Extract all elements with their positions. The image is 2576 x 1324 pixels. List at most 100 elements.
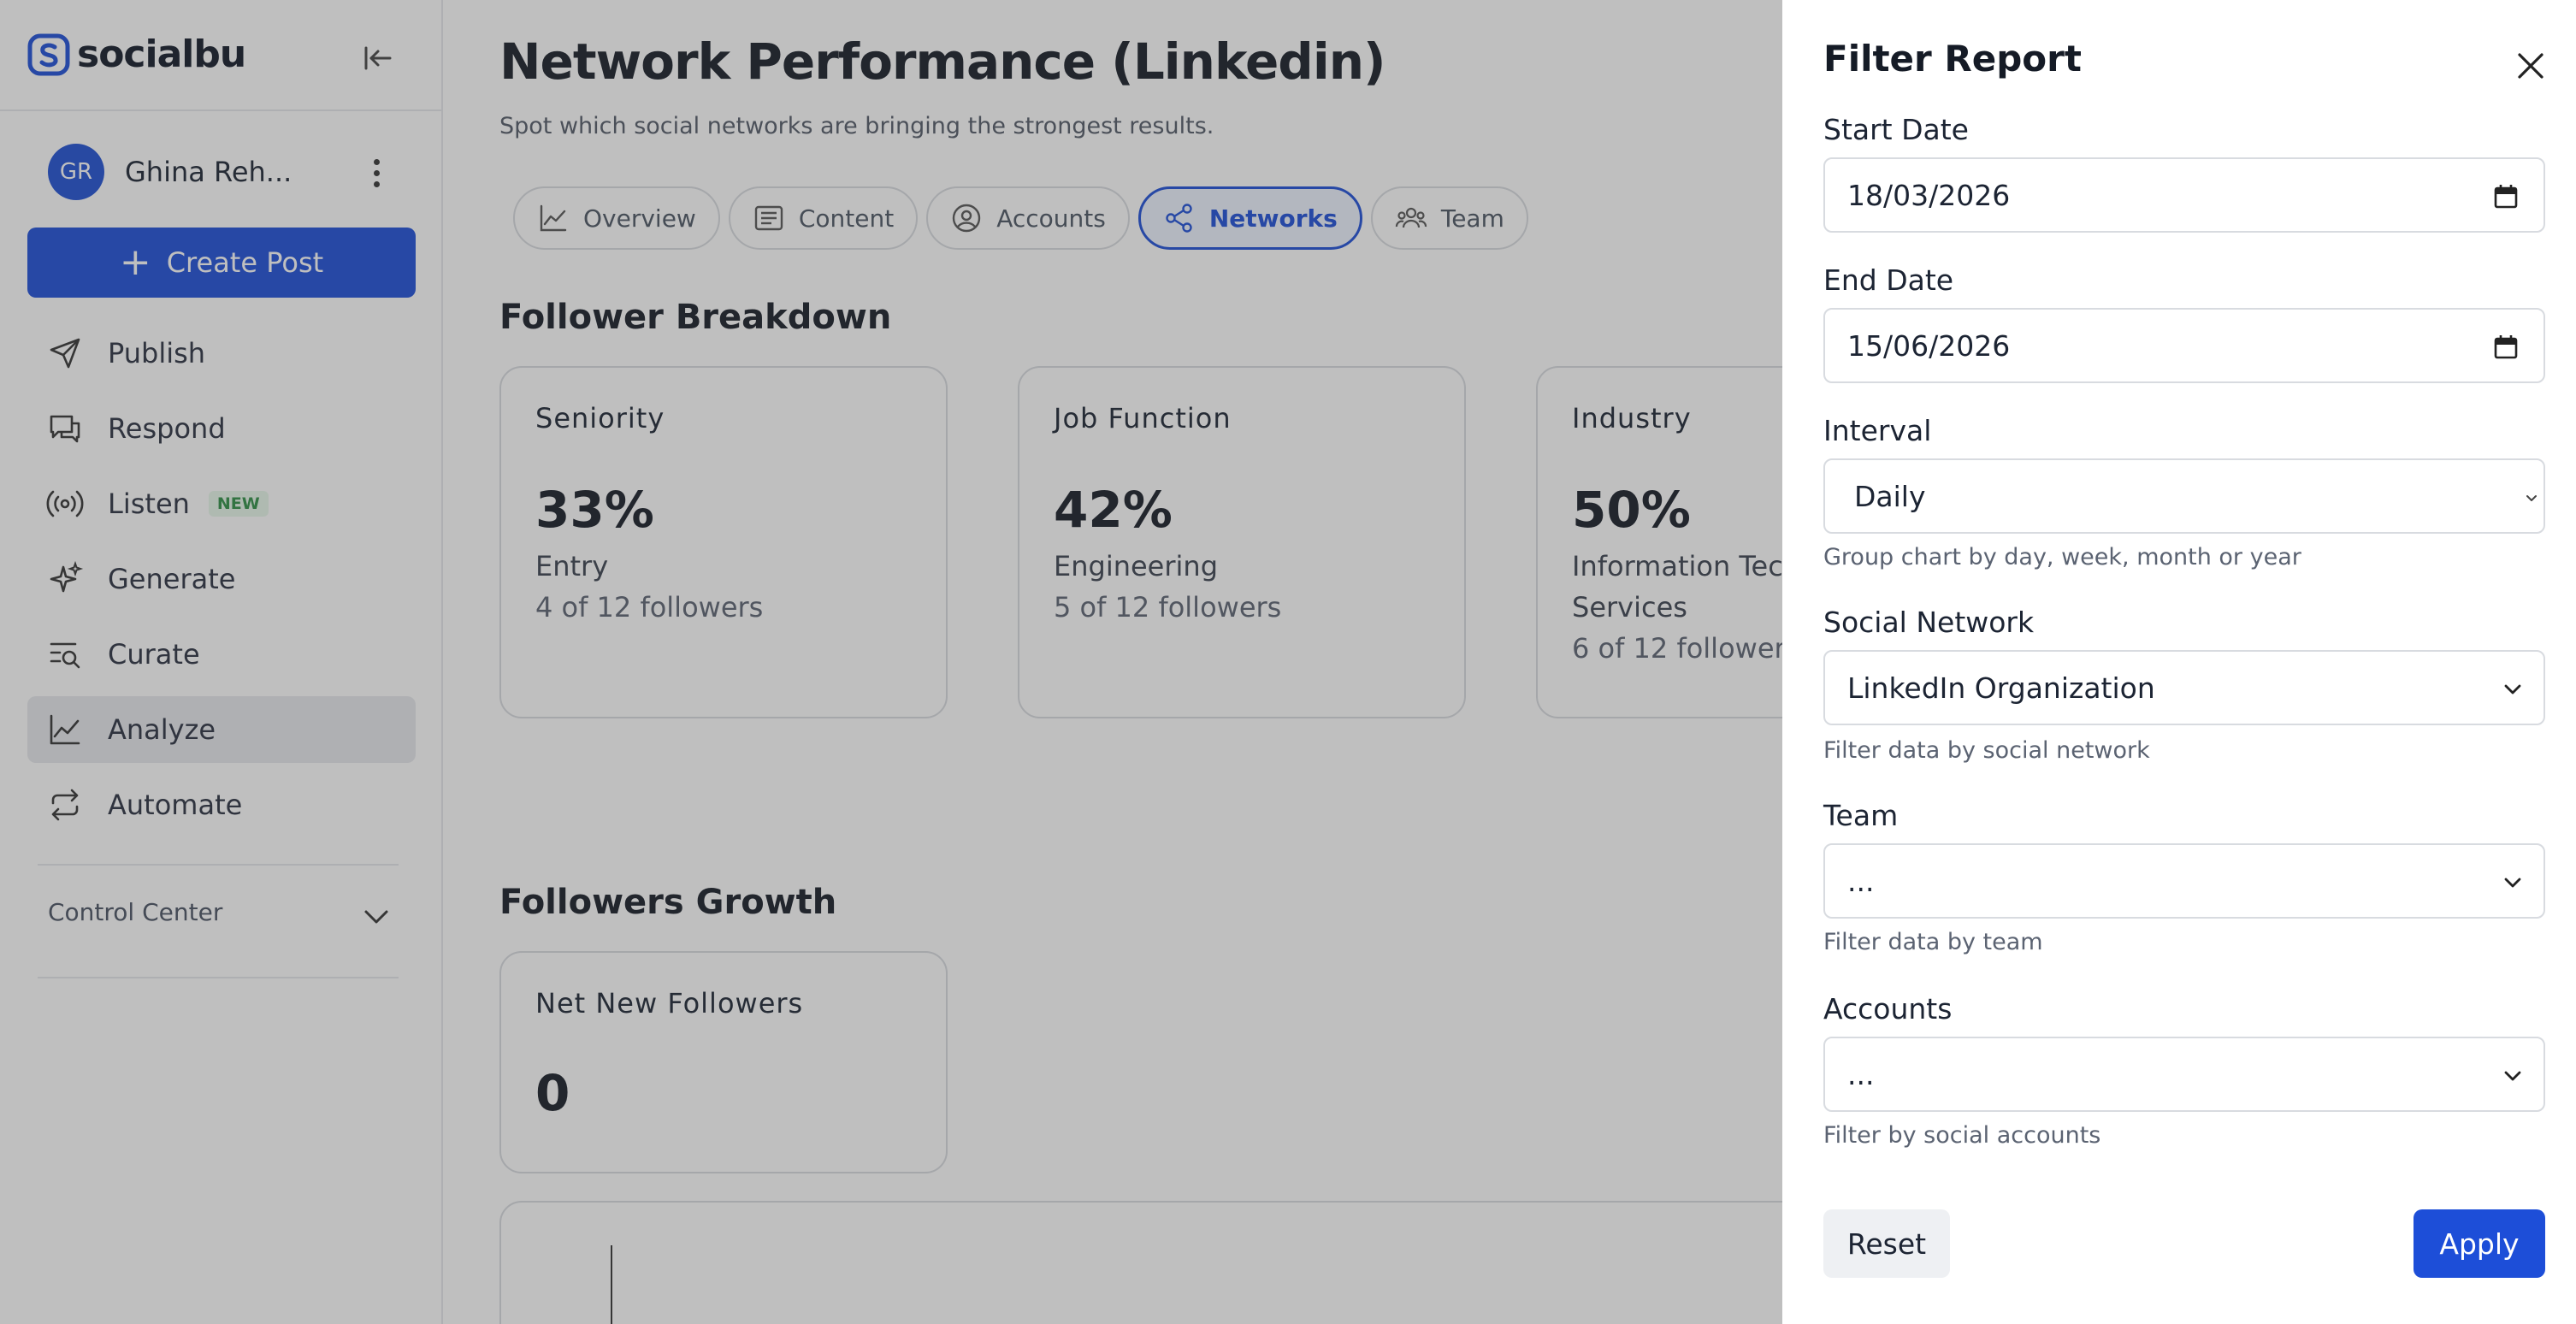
follower-breakdown-title: Follower Breakdown [499,298,892,337]
filter-report-panel: Filter Report Start Date 18/03/2026 End … [1782,0,2576,1324]
sidebar-item-respond[interactable]: Respond [27,395,416,462]
divider [0,109,443,111]
document-icon [754,205,783,231]
sidebar-nav: Publish Respond Listen NEW Generate Cura… [27,320,416,847]
card-label: Net New Followers [535,987,804,1020]
modal-backdrop[interactable] [0,0,1782,1324]
tab-label: Content [798,204,895,233]
reset-button[interactable]: Reset [1823,1209,1950,1278]
dot-icon [373,158,380,165]
close-icon[interactable] [2513,48,2549,84]
card-label: Seniority [535,402,665,434]
create-post-label: Create Post [166,246,324,279]
tab-overview[interactable]: Overview [513,186,720,250]
social-network-label: Social Network [1823,606,2035,639]
job-function-card: Job Function 42% Engineering 5 of 12 fol… [1018,366,1466,718]
tab-label: Accounts [996,204,1106,233]
chart-line-icon [540,204,567,232]
interval-help: Group chart by day, week, month or year [1823,544,2301,570]
calendar-icon[interactable] [2492,334,2520,361]
chevron-down-icon[interactable] [359,900,393,934]
end-date-value: 15/06/2026 [1847,328,2011,363]
card-value: 50% [1572,481,1691,539]
sidebar-item-automate[interactable]: Automate [27,771,416,838]
social-network-value: LinkedIn Organization [1847,671,2155,705]
social-network-select[interactable]: LinkedIn Organization [1823,650,2545,725]
sidebar-item-curate[interactable]: Curate [27,621,416,688]
sidebar-item-generate[interactable]: Generate [27,546,416,612]
team-select[interactable]: ... [1823,843,2545,919]
start-date-value: 18/03/2026 [1847,178,2011,212]
interval-value: Daily [1854,479,1926,513]
chevron-down-icon [2526,495,2537,501]
card-value: 33% [535,481,654,539]
chevron-down-icon [2504,1071,2521,1081]
divider [38,864,399,866]
sidebar: socialbu GR Ghina Reh... + Create Post P… [0,0,443,1324]
broadcast-icon [46,490,84,517]
team-label: Team [1823,799,1899,832]
end-date-input[interactable]: 15/06/2026 [1823,308,2545,383]
sidebar-item-listen[interactable]: Listen NEW [27,470,416,537]
repeat-icon [51,789,79,821]
card-category: Information Tech [1572,550,1801,582]
tab-networks[interactable]: Networks [1137,186,1362,250]
net-new-followers-card: Net New Followers 0 [499,951,948,1173]
sidebar-item-label: Respond [108,412,226,445]
tab-label: Networks [1208,204,1338,233]
seniority-card: Seniority 33% Entry 4 of 12 followers [499,366,948,718]
end-date-label: End Date [1823,263,1954,297]
sidebar-item-publish[interactable]: Publish [27,320,416,387]
divider [38,977,399,978]
card-label: Job Function [1054,402,1232,434]
panel-title: Filter Report [1823,38,2082,80]
chat-icon [50,415,80,443]
sidebar-item-label: Curate [108,638,200,671]
calendar-icon[interactable] [2492,183,2520,210]
card-subtext: 4 of 12 followers [535,591,764,624]
card-category: Entry [535,550,609,582]
accounts-select[interactable]: ... [1823,1037,2545,1112]
brand[interactable]: socialbu [27,33,246,76]
tab-content[interactable]: Content [728,186,919,250]
followers-growth-title: Followers Growth [499,883,837,922]
plus-icon: + [119,240,151,284]
social-network-help: Filter data by social network [1823,737,2150,764]
control-center-label[interactable]: Control Center [48,898,223,926]
start-date-input[interactable]: 18/03/2026 [1823,157,2545,233]
sidebar-item-analyze[interactable]: Analyze [27,696,416,763]
chevron-down-icon [2504,684,2521,695]
collapse-left-icon [364,46,392,70]
sidebar-item-label: Generate [108,563,236,595]
user-menu-button[interactable] [359,152,393,193]
chart-line-icon [50,714,80,745]
apply-button[interactable]: Apply [2414,1209,2545,1278]
user-profile[interactable]: GR Ghina Reh... [48,144,292,200]
share-icon [1166,204,1192,233]
tab-accounts[interactable]: Accounts [926,186,1130,250]
collapse-sidebar-button[interactable] [357,38,399,79]
new-badge: NEW [208,491,269,517]
accounts-help: Filter by social accounts [1823,1122,2101,1149]
create-post-button[interactable]: + Create Post [27,228,416,298]
tab-team[interactable]: Team [1370,186,1528,250]
brand-name: socialbu [77,33,246,76]
search-list-icon [50,642,80,669]
team-help: Filter data by team [1823,929,2043,955]
card-value: 42% [1054,481,1173,539]
chevron-down-icon [2504,878,2521,888]
card-subtext: 6 of 12 followers [1572,632,1800,665]
chart-y-axis [611,1245,612,1324]
accounts-value: ... [1847,1057,1875,1091]
sidebar-item-label: Automate [108,789,243,821]
card-value: 0 [535,1064,570,1122]
card-category-line2: Services [1572,591,1687,624]
accounts-label: Accounts [1823,992,1953,1026]
followers-chart [499,1201,1868,1324]
sidebar-item-label: Analyze [108,713,216,746]
interval-select[interactable]: Daily [1823,458,2545,534]
avatar: GR [48,144,104,200]
send-icon [50,338,80,369]
socialbu-logo-icon [27,33,70,75]
card-label: Industry [1572,402,1692,434]
